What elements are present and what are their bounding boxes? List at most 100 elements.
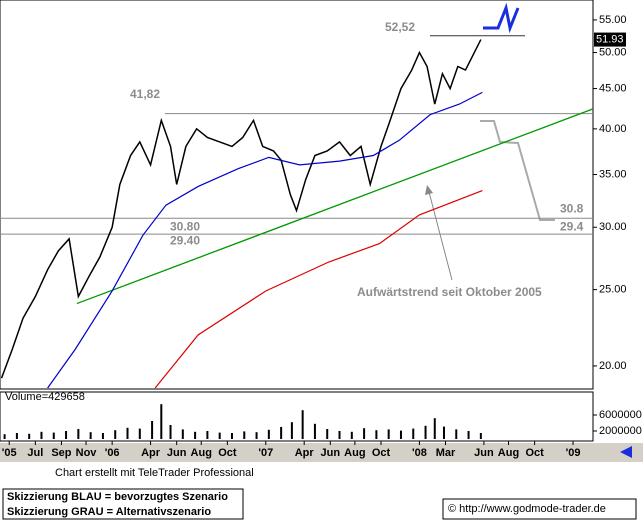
y-tick-label: 25.00 (599, 284, 627, 296)
volume-bar (280, 427, 283, 439)
volume-bar (52, 432, 55, 439)
x-axis-bar (0, 443, 643, 462)
volume-bar (387, 429, 390, 439)
volume-bar (194, 431, 197, 439)
y-tick-label: 35.00 (599, 168, 627, 180)
copyright-box (442, 498, 637, 520)
legend-line: Skizzierung GRAU = Alternativszenario (7, 506, 211, 518)
blue-scenario (483, 2, 520, 34)
x-tick-label: '09 (566, 447, 581, 459)
volume-bar (267, 429, 270, 439)
price-line (47, 91, 483, 389)
x-tick-label: Apr (141, 447, 161, 459)
x-tick-label: Aug (191, 447, 212, 459)
volume-bar (375, 430, 378, 439)
volume-bar (218, 432, 221, 439)
trend-line (76, 108, 594, 305)
price-line (154, 189, 483, 389)
price-line (0, 39, 482, 379)
last-price-label: 51.93 (596, 33, 624, 45)
level-label: 52,52 (385, 20, 415, 34)
volume-bar (65, 431, 68, 439)
x-tick-label: Sep (51, 447, 71, 459)
volume-bar (290, 422, 293, 439)
x-tick-label: '08 (412, 447, 427, 459)
volume-bar (151, 421, 154, 439)
volume-bar (160, 404, 163, 439)
volume-bar (424, 425, 427, 439)
arrow-head (425, 185, 433, 195)
volume-bar (89, 432, 92, 439)
volume-bar (442, 426, 445, 439)
annotation-arrow (428, 191, 453, 281)
y-tick-label: 40.00 (599, 123, 627, 135)
x-tick-label: Mar (436, 447, 456, 459)
level-label: 41,82 (130, 87, 160, 101)
volume-bar (114, 430, 117, 439)
y-tick-label: 2000000 (599, 425, 642, 437)
volume-bar (363, 428, 366, 439)
x-tick-label: '05 (2, 447, 17, 459)
volume-bar (206, 431, 209, 439)
x-tick-label: Apr (295, 447, 315, 459)
annotation: Aufwärtstrend seit Oktober 2005 (357, 285, 542, 299)
volume-bar (230, 433, 233, 439)
volume-bar (138, 428, 141, 439)
x-tick-label: '07 (258, 447, 273, 459)
level-label: 30.8 (560, 201, 584, 215)
volume-bar (77, 429, 80, 439)
volume-bar (350, 431, 353, 439)
y-tick-label: 20.00 (599, 360, 627, 372)
level-label: 30.80 (170, 219, 200, 233)
x-tick-label: Jul (27, 447, 43, 459)
x-tick-label: Jun (474, 447, 494, 459)
volume-bar (433, 418, 436, 439)
volume-bar (338, 431, 341, 439)
level-label: 29.40 (170, 233, 200, 247)
legend-box (2, 488, 244, 520)
volume-bar (169, 425, 172, 439)
gray-scenario (480, 120, 555, 221)
copyright: © http://www.godmode-trader.de (448, 503, 606, 515)
volume-bar (326, 429, 329, 439)
volume-bar (412, 428, 415, 439)
volume-bar (101, 433, 104, 439)
x-tick-label: Aug (344, 447, 365, 459)
x-tick-label: Aug (498, 447, 519, 459)
y-tick-label: 30.00 (599, 221, 627, 233)
level-label: 29.4 (560, 219, 584, 233)
last-price-box (594, 32, 626, 47)
volume-bar (399, 430, 402, 439)
volume-bar (255, 432, 258, 439)
price-panel (0, 0, 594, 390)
volume-bar (301, 410, 304, 439)
legend-line: Skizzierung BLAU = bevorzugtes Szenario (7, 491, 228, 503)
scroll-icon[interactable] (620, 446, 632, 458)
volume-bar (15, 433, 18, 439)
x-tick-label: Oct (372, 447, 391, 459)
volume-bar (455, 429, 458, 439)
y-tick-label: 50.00 (599, 46, 627, 58)
volume-bar (479, 433, 482, 439)
credit: Chart erstellt mit TeleTrader Profession… (55, 467, 254, 479)
volume-bar (3, 434, 6, 439)
volume-bar (467, 431, 470, 439)
y-tick-label: 45.00 (599, 82, 627, 94)
y-tick-label: 55.00 (599, 14, 627, 26)
volume-bar (126, 427, 129, 439)
volume-bar (313, 423, 316, 439)
volume-bar (40, 431, 43, 439)
x-tick-label: Oct (218, 447, 237, 459)
volume-title: Volume=429658 (5, 391, 85, 403)
y-tick-label: 6000000 (599, 409, 642, 421)
volume-bar (243, 431, 246, 439)
x-tick-label: Jun (167, 447, 187, 459)
volume-bar (28, 433, 31, 439)
volume-bar (181, 429, 184, 439)
x-tick-label: Jun (321, 447, 341, 459)
volume-panel (0, 391, 594, 442)
x-tick-label: Nov (76, 447, 98, 459)
x-tick-label: Oct (525, 447, 544, 459)
x-tick-label: '06 (105, 447, 120, 459)
